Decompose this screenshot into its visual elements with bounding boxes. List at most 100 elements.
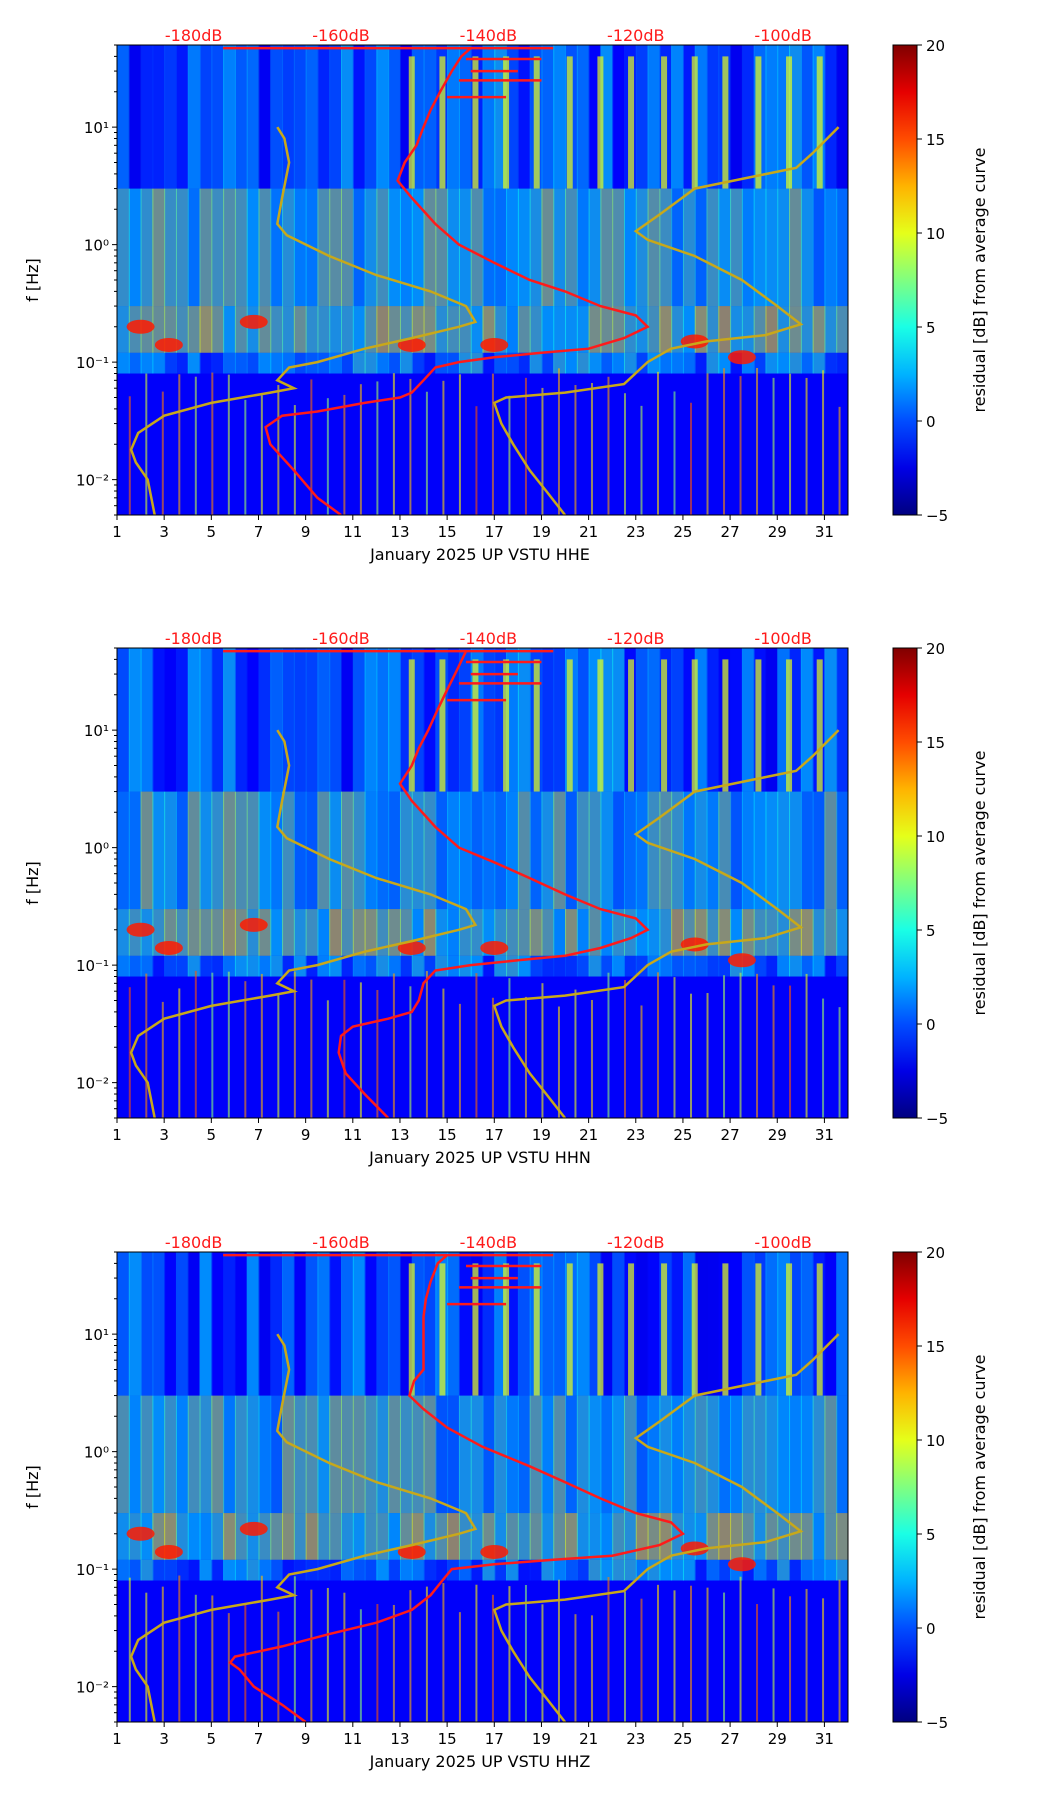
microseism-peak [239,917,268,932]
residual-cell [789,1513,802,1560]
residual-cell [659,955,673,977]
residual-cell [329,188,343,307]
residual-cell [694,1559,708,1581]
microseism-peak [239,1521,268,1536]
long-period-spike [343,1592,346,1722]
residual-cell [199,306,213,353]
residual-cell [706,909,720,956]
db-scale-label: -120dB [607,1233,664,1252]
residual-cell [317,188,331,307]
x-tick-label: 1 [112,1126,122,1144]
residual-cell [812,1395,826,1514]
residual-cell [435,188,449,307]
long-period-spike [475,1584,478,1722]
residual-cell [140,45,154,189]
daily-noise-streak [472,1263,479,1396]
residual-cell [282,791,295,910]
y-tick-label: 10⁻² [76,1075,109,1093]
residual-cell [187,791,201,910]
residual-cell [824,306,838,353]
residual-cell [517,1395,531,1514]
residual-cell [175,791,189,910]
residual-cell [482,45,496,189]
residual-cell [765,1559,779,1581]
residual-cell [140,955,154,977]
residual-cell [671,45,684,189]
residual-cell [411,188,425,307]
residual-cell [164,791,177,910]
daily-noise-streak [566,56,573,189]
residual-cell [293,1559,307,1581]
residual-cell [765,1252,779,1396]
residual-cell [293,188,307,307]
residual-cell [553,188,567,307]
residual-cell [706,1559,720,1581]
residual-cell [352,1559,366,1581]
residual-cell [293,1513,307,1560]
daily-noise-streak [408,56,415,189]
x-tick-label: 13 [390,523,409,541]
residual-cell [140,188,154,307]
daily-noise-streak [533,56,540,189]
y-tick-label: 10¹ [84,722,109,740]
residual-cell [435,955,449,977]
x-tick-label: 1 [112,523,122,541]
residual-cell [388,1395,401,1514]
residual-cell [435,352,449,374]
residual-cell [341,1559,354,1581]
colorbar-tick-label: 10 [926,1432,945,1450]
residual-cell [164,1252,177,1396]
residual-cell [553,45,567,189]
residual-cell [270,1559,284,1581]
residual-cell [211,1395,225,1514]
long-period-spike [491,373,494,515]
residual-cell [517,45,531,189]
db-scale-label: -140dB [460,26,517,45]
db-scale-label: -160dB [312,26,369,45]
residual-cell [435,1559,449,1581]
residual-cell [671,909,684,956]
daily-noise-streak [533,659,540,792]
residual-cell [576,188,590,307]
residual-cell [329,306,343,353]
x-tick-label: 9 [301,523,311,541]
microseism-peak [480,1544,509,1559]
residual-cell [741,306,755,353]
residual-cell [506,1559,519,1581]
residual-cell [506,909,519,956]
microseism-peak [126,1526,155,1541]
residual-cell [541,352,555,374]
y-tick-label: 10⁻¹ [76,957,109,975]
microseism-peak [727,953,756,968]
long-period-spike [590,1615,593,1722]
residual-cell [730,1513,743,1560]
residual-cell [541,648,555,792]
long-period-spike [640,1005,643,1118]
x-tick-label: 15 [438,1126,457,1144]
residual-cell [836,188,848,307]
residual-cell [388,45,401,189]
long-period-spike [260,1575,263,1722]
residual-cell [765,306,779,353]
residual-cell [223,955,236,977]
residual-cell [730,188,743,307]
residual-cell [612,1559,625,1581]
long-period-spike [524,1584,527,1722]
residual-cell [282,955,295,977]
residual-cell [458,1513,472,1560]
residual-cell [730,648,743,792]
residual-cell [341,1513,354,1560]
residual-cell [282,306,295,353]
residual-cell [341,909,354,956]
long-period-spike [128,396,131,515]
residual-cell [623,188,637,307]
residual-cell [836,1559,848,1581]
x-tick-label: 29 [768,523,787,541]
residual-cell [482,955,496,977]
x-tick-label: 29 [768,1730,787,1748]
residual-cell [246,955,260,977]
residual-cell [223,1513,236,1560]
residual-cell [293,306,307,353]
residual-cell [600,791,614,910]
x-tick-label: 5 [207,1730,217,1748]
